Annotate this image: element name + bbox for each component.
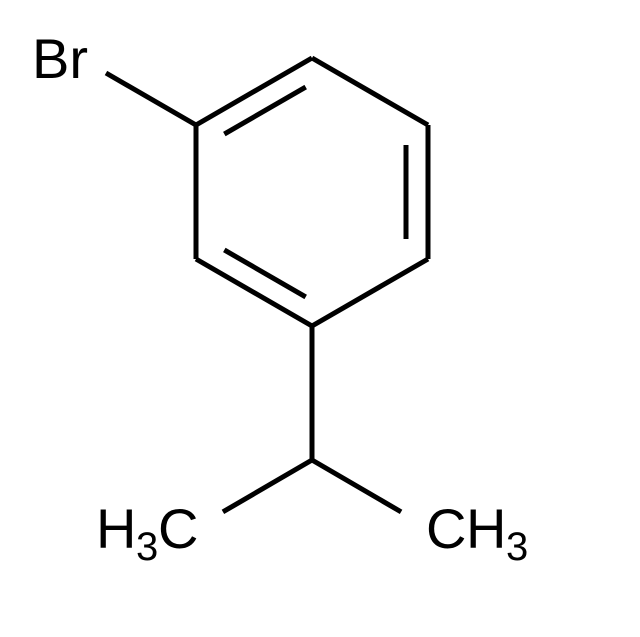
- atom-label: 3: [136, 525, 158, 569]
- molecule-diagram: BrH3CCH3: [0, 0, 640, 637]
- bond-inner: [224, 250, 305, 297]
- bond: [312, 259, 428, 326]
- atom-label: 3: [506, 525, 528, 569]
- atom-label: Br: [32, 27, 88, 90]
- atom-label: H: [466, 497, 506, 560]
- bond: [312, 460, 401, 512]
- atom-label: C: [426, 497, 466, 560]
- bonds-layer: [106, 58, 428, 512]
- atom-label: C: [158, 497, 198, 560]
- bond: [106, 73, 196, 125]
- bond: [312, 58, 428, 125]
- atom-label: H: [96, 497, 136, 560]
- atom-labels-layer: BrH3CCH3: [32, 27, 528, 569]
- bond: [223, 460, 312, 512]
- bond-inner: [224, 87, 305, 134]
